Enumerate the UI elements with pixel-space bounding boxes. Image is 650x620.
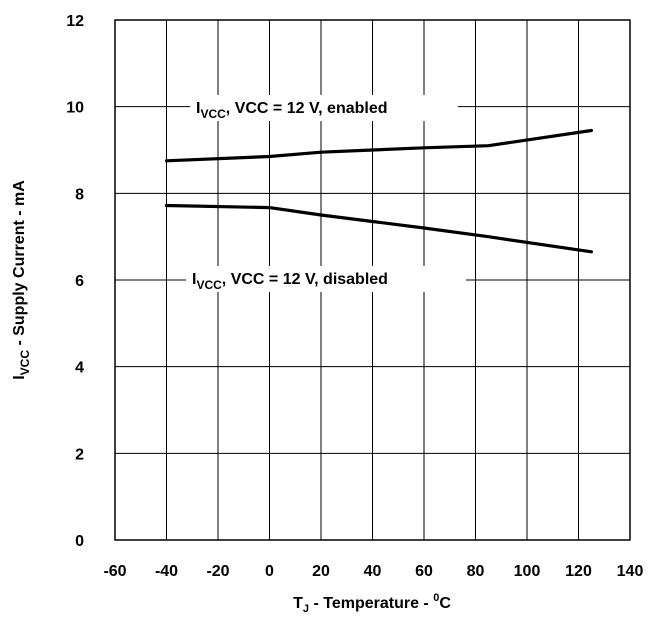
x-tick-label: 100 xyxy=(514,563,541,580)
y-tick-label: 12 xyxy=(66,13,84,30)
y-tick-label: 4 xyxy=(75,360,84,377)
series-lines xyxy=(164,128,594,254)
x-tick-label: -20 xyxy=(206,563,229,580)
series-label-disabled-text: IVCC, VCC = 12 V, disabled xyxy=(192,271,388,292)
x-tick-label: 20 xyxy=(312,563,330,580)
series-label-enabled: IVCC, VCC = 12 V, enabled xyxy=(190,95,458,121)
x-tick-label: 140 xyxy=(617,563,644,580)
y-tick-label: 6 xyxy=(75,273,84,290)
series-label-enabled-text: IVCC, VCC = 12 V, enabled xyxy=(196,100,388,121)
series-label-disabled: IVCC, VCC = 12 V, disabled xyxy=(186,266,466,292)
series-label-enabled-background xyxy=(190,95,458,121)
y-tick-label: 2 xyxy=(75,446,84,463)
x-tick-label: -60 xyxy=(103,563,126,580)
x-tick-label: 60 xyxy=(415,563,433,580)
x-tick-label: 0 xyxy=(265,563,274,580)
y-tick-label: 8 xyxy=(75,186,84,203)
y-tick-label: 10 xyxy=(66,100,84,117)
series-label-disabled-background xyxy=(186,266,466,292)
series-line-enabled xyxy=(164,128,594,163)
series-line-disabled xyxy=(164,203,594,254)
plot-frame xyxy=(114,19,631,541)
y-axis-title: IVCC - Supply Current - mA xyxy=(11,180,32,380)
y-tick-label: 0 xyxy=(75,533,84,550)
x-tick-label: -40 xyxy=(155,563,178,580)
x-tick-label: 80 xyxy=(467,563,485,580)
x-tick-labels: -60 -40 -20 0 20 40 60 80 100 120 140 xyxy=(103,563,643,580)
x-tick-label: 40 xyxy=(364,563,382,580)
x-axis-title: TJ - Temperature - 0C xyxy=(293,592,451,615)
x-tick-label: 120 xyxy=(565,563,592,580)
y-tick-labels: 0 2 4 6 8 10 12 xyxy=(66,13,84,550)
